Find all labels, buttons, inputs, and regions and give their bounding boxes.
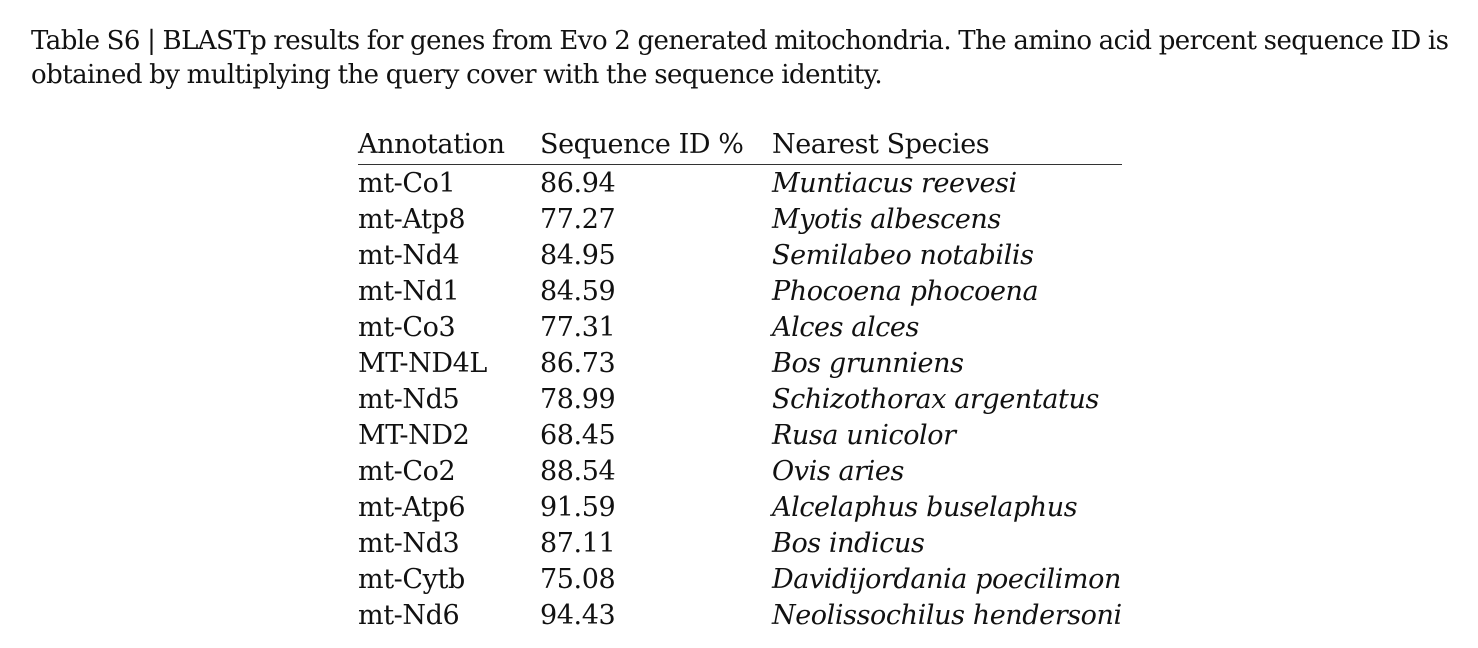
sequence-id-cell: 84.95 <box>540 239 616 271</box>
annotation-cell: mt-Co3 <box>358 311 456 343</box>
annotation-cell: mt-Nd1 <box>358 275 460 307</box>
sequence-id-cell: 86.94 <box>540 167 616 199</box>
annotation-cell: MT-ND4L <box>358 347 487 379</box>
annotation-cell: MT-ND2 <box>358 419 470 451</box>
table-row: mt-Co1 86.94 Muntiacus reevesi <box>358 165 1122 202</box>
table-row: mt-Atp8 77.27 Myotis albescens <box>358 201 1122 237</box>
nearest-species-cell: Rusa unicolor <box>772 419 956 451</box>
sequence-id-cell: 84.59 <box>540 275 616 307</box>
table-body: mt-Co1 86.94 Muntiacus reevesi mt-Atp8 77.27… <box>358 165 1122 634</box>
header-row: Annotation Sequence ID % Nearest Species <box>358 124 1122 165</box>
sequence-id-cell: 68.45 <box>540 419 616 451</box>
table-row: mt-Cytb 75.08 Davidijordania poecilimon <box>358 561 1122 597</box>
nearest-species-cell: Davidijordania poecilimon <box>772 563 1121 595</box>
nearest-species-cell: Schizothorax argentatus <box>772 383 1099 415</box>
nearest-species-cell: Bos grunniens <box>772 347 964 379</box>
nearest-species-cell: Muntiacus reevesi <box>772 167 1017 199</box>
annotation-cell: mt-Nd5 <box>358 383 460 415</box>
annotation-cell: mt-Co2 <box>358 455 456 487</box>
annotation-cell: mt-Co1 <box>358 167 456 199</box>
sequence-id-cell: 77.27 <box>540 203 616 235</box>
table-row: mt-Nd1 84.59 Phocoena phocoena <box>358 273 1122 309</box>
sequence-id-cell: 75.08 <box>540 563 616 595</box>
sequence-id-cell: 94.43 <box>540 599 616 631</box>
table-row: mt-Nd3 87.11 Bos indicus <box>358 525 1122 561</box>
nearest-species-cell: Bos indicus <box>772 527 925 559</box>
table-caption: Table S6 | BLASTp results for genes from… <box>31 26 1449 90</box>
annotation-cell: mt-Nd4 <box>358 239 460 271</box>
sequence-id-cell: 78.99 <box>540 383 616 415</box>
table-row: mt-Co3 77.31 Alces alces <box>358 309 1122 345</box>
results-table-container: Annotation Sequence ID % Nearest Species… <box>358 124 1122 633</box>
nearest-species-cell: Alces alces <box>772 311 919 343</box>
sequence-id-cell: 77.31 <box>540 311 616 343</box>
table-row: mt-Nd6 94.43 Neolissochilus hendersoni <box>358 597 1122 633</box>
nearest-species-cell: Ovis aries <box>772 455 904 487</box>
annotation-cell: mt-Cytb <box>358 563 465 595</box>
sequence-id-cell: 91.59 <box>540 491 616 523</box>
nearest-species-cell: Semilabeo notabilis <box>772 239 1034 271</box>
nearest-species-cell: Myotis albescens <box>772 203 1001 235</box>
blastp-results-table: Annotation Sequence ID % Nearest Species… <box>358 124 1122 633</box>
table-row: MT-ND4L 86.73 Bos grunniens <box>358 345 1122 381</box>
sequence-id-cell: 86.73 <box>540 347 616 379</box>
table-row: mt-Nd5 78.99 Schizothorax argentatus <box>358 381 1122 417</box>
nearest-species-cell: Alcelaphus buselaphus <box>772 491 1078 523</box>
header-annotation: Annotation <box>358 124 540 165</box>
header-sequence-id: Sequence ID % <box>540 124 772 165</box>
annotation-cell: mt-Atp6 <box>358 491 466 523</box>
nearest-species-cell: Neolissochilus hendersoni <box>772 599 1122 631</box>
annotation-cell: mt-Atp8 <box>358 203 466 235</box>
annotation-cell: mt-Nd6 <box>358 599 460 631</box>
table-row: mt-Nd4 84.95 Semilabeo notabilis <box>358 237 1122 273</box>
table-header: Annotation Sequence ID % Nearest Species <box>358 124 1122 165</box>
sequence-id-cell: 88.54 <box>540 455 616 487</box>
sequence-id-cell: 87.11 <box>540 527 616 559</box>
annotation-cell: mt-Nd3 <box>358 527 460 559</box>
table-row: mt-Atp6 91.59 Alcelaphus buselaphus <box>358 489 1122 525</box>
nearest-species-cell: Phocoena phocoena <box>772 275 1039 307</box>
header-nearest-species: Nearest Species <box>772 124 1122 165</box>
table-row: mt-Co2 88.54 Ovis aries <box>358 453 1122 489</box>
table-row: MT-ND2 68.45 Rusa unicolor <box>358 417 1122 453</box>
